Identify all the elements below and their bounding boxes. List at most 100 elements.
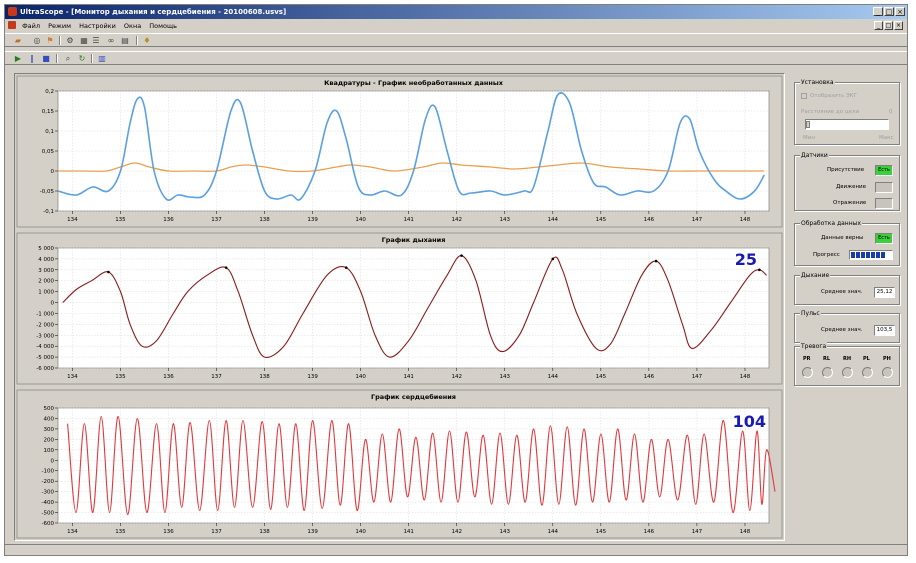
progress-segment bbox=[871, 252, 875, 258]
menu-windows[interactable]: Окна bbox=[123, 22, 142, 30]
distance-slider[interactable] bbox=[805, 119, 889, 130]
y-tick-label: 5 000 bbox=[38, 246, 54, 252]
processing-title: Обработка данных bbox=[800, 219, 862, 228]
y-tick-label: -0,05 bbox=[40, 189, 55, 195]
x-tick-label: 146 bbox=[644, 217, 655, 223]
processing-group: Обработка данных Данные верны Есть Прогр… bbox=[794, 219, 900, 266]
peak-marker bbox=[344, 266, 348, 269]
y-tick-label: -6 000 bbox=[36, 366, 54, 372]
x-tick-label: 140 bbox=[355, 374, 366, 380]
x-tick-label: 148 bbox=[740, 217, 751, 223]
x-tick-label: 135 bbox=[115, 529, 126, 535]
x-tick-label: 141 bbox=[403, 374, 414, 380]
record-icon[interactable]: ⚑ bbox=[46, 36, 54, 45]
ecg-checkbox-label: Отобразить ЭКГ bbox=[810, 93, 857, 99]
alarm-label-ph: PH bbox=[883, 356, 891, 362]
y-tick-label: -300 bbox=[42, 490, 55, 496]
pause-icon[interactable]: ‖ bbox=[30, 54, 34, 63]
breath-avg-label: Среднее знач. bbox=[821, 289, 863, 295]
distance-value: 0 bbox=[889, 109, 893, 115]
y-tick-label: -2 000 bbox=[36, 322, 54, 328]
right-panel: Установка Отобразить ЭКГ Расстояние до ц… bbox=[792, 73, 905, 541]
y-tick-label: 0 bbox=[51, 458, 55, 464]
slider-min-label: Мин bbox=[803, 135, 815, 141]
peak-marker bbox=[107, 270, 110, 274]
x-tick-label: 137 bbox=[211, 217, 222, 223]
minimize-button[interactable]: _ bbox=[873, 7, 883, 16]
binoculars-icon[interactable]: ∞ bbox=[107, 36, 115, 45]
pulse-avg-label: Среднее знач. bbox=[821, 327, 863, 333]
x-tick-label: 147 bbox=[692, 217, 703, 223]
x-tick-label: 145 bbox=[596, 217, 607, 223]
peak-marker bbox=[758, 268, 761, 272]
slider-thumb[interactable] bbox=[806, 121, 810, 128]
ecg-checkbox[interactable] bbox=[801, 93, 807, 99]
help-icon[interactable]: ♦ bbox=[143, 36, 151, 45]
chart-raw: Квадратуры - График необработанных данны… bbox=[16, 75, 783, 228]
menu-mode[interactable]: Режим bbox=[48, 22, 72, 30]
peak-marker bbox=[551, 257, 555, 261]
play-icon[interactable]: ▶ bbox=[14, 54, 22, 63]
y-tick-label: -200 bbox=[42, 479, 55, 485]
x-tick-label: 143 bbox=[500, 217, 511, 223]
x-tick-label: 145 bbox=[596, 529, 607, 535]
x-tick-label: 134 bbox=[67, 374, 78, 380]
y-tick-label: 0,2 bbox=[45, 89, 54, 95]
stop-icon[interactable]: ■ bbox=[42, 54, 50, 63]
x-tick-label: 135 bbox=[115, 217, 126, 223]
y-tick-label: 1 000 bbox=[38, 290, 54, 296]
y-tick-label: 4 000 bbox=[38, 257, 54, 263]
mdi-close-button[interactable]: × bbox=[894, 21, 903, 30]
x-tick-label: 136 bbox=[163, 374, 174, 380]
alarm-label-pl: PL bbox=[863, 356, 870, 362]
menu-settings[interactable]: Настройки bbox=[79, 22, 116, 30]
list-icon[interactable]: ☰ bbox=[92, 36, 100, 45]
x-tick-label: 148 bbox=[740, 529, 751, 535]
close-button[interactable]: × bbox=[895, 7, 905, 16]
refresh-icon[interactable]: ↻ bbox=[78, 54, 86, 63]
title-bar: UltraScope - [Монитор дыхания и сердцеби… bbox=[5, 5, 907, 19]
plot-area bbox=[57, 407, 770, 524]
y-tick-label: -1 000 bbox=[36, 311, 54, 317]
alarm-group: Тревога PR RL RH PL PH bbox=[794, 342, 900, 386]
zoom-icon[interactable]: ⌕ bbox=[65, 54, 71, 63]
filter-icon[interactable]: ▤ bbox=[121, 36, 129, 45]
distance-label: Расстояние до цели bbox=[801, 109, 860, 115]
menu-file[interactable]: Файл bbox=[22, 22, 41, 30]
x-tick-label: 138 bbox=[259, 217, 270, 223]
x-tick-label: 138 bbox=[259, 374, 270, 380]
install-group: Установка Отобразить ЭКГ Расстояние до ц… bbox=[794, 78, 900, 145]
app-icon bbox=[8, 7, 17, 16]
menu-help[interactable]: Помощь bbox=[149, 22, 177, 30]
document-icon[interactable] bbox=[8, 21, 16, 29]
y-tick-label: 500 bbox=[44, 406, 55, 412]
presence-label: Присутствие bbox=[827, 167, 865, 173]
x-tick-label: 136 bbox=[163, 217, 174, 223]
pulse-title: Пульс bbox=[800, 309, 821, 318]
series-i-line bbox=[57, 92, 765, 201]
data-valid-label: Данные верны bbox=[821, 235, 864, 241]
mdi-restore-button[interactable]: □ bbox=[884, 21, 893, 30]
x-tick-label: 147 bbox=[692, 374, 703, 380]
grid-icon[interactable]: ▦ bbox=[80, 36, 88, 45]
open-icon[interactable]: ▰ bbox=[14, 36, 22, 45]
breath-title: Дыхание bbox=[800, 271, 831, 280]
y-tick-label: -600 bbox=[42, 521, 55, 527]
breathing-line bbox=[62, 255, 767, 358]
chart-icon[interactable]: ▥ bbox=[98, 54, 106, 63]
x-tick-label: 137 bbox=[211, 374, 222, 380]
maximize-button[interactable]: □ bbox=[884, 7, 894, 16]
alarm-light-rh bbox=[842, 367, 853, 378]
chart-title: График дыхания bbox=[382, 236, 446, 244]
save-icon[interactable]: ◎ bbox=[33, 36, 41, 45]
heart-rate-label: 104 bbox=[733, 412, 766, 431]
settings-icon[interactable]: ⚙ bbox=[66, 36, 74, 45]
x-tick-label: 145 bbox=[596, 374, 607, 380]
y-tick-label: 3 000 bbox=[38, 268, 54, 274]
main-toolbar: ▰ ◎ ⚑ ⚙ ▦ ☰ ∞ ▤ ♦ bbox=[5, 33, 907, 47]
y-tick-label: 400 bbox=[44, 416, 55, 422]
peak-marker bbox=[654, 259, 658, 263]
x-tick-label: 144 bbox=[548, 374, 559, 380]
mdi-minimize-button[interactable]: _ bbox=[874, 21, 883, 30]
x-tick-label: 147 bbox=[692, 529, 703, 535]
